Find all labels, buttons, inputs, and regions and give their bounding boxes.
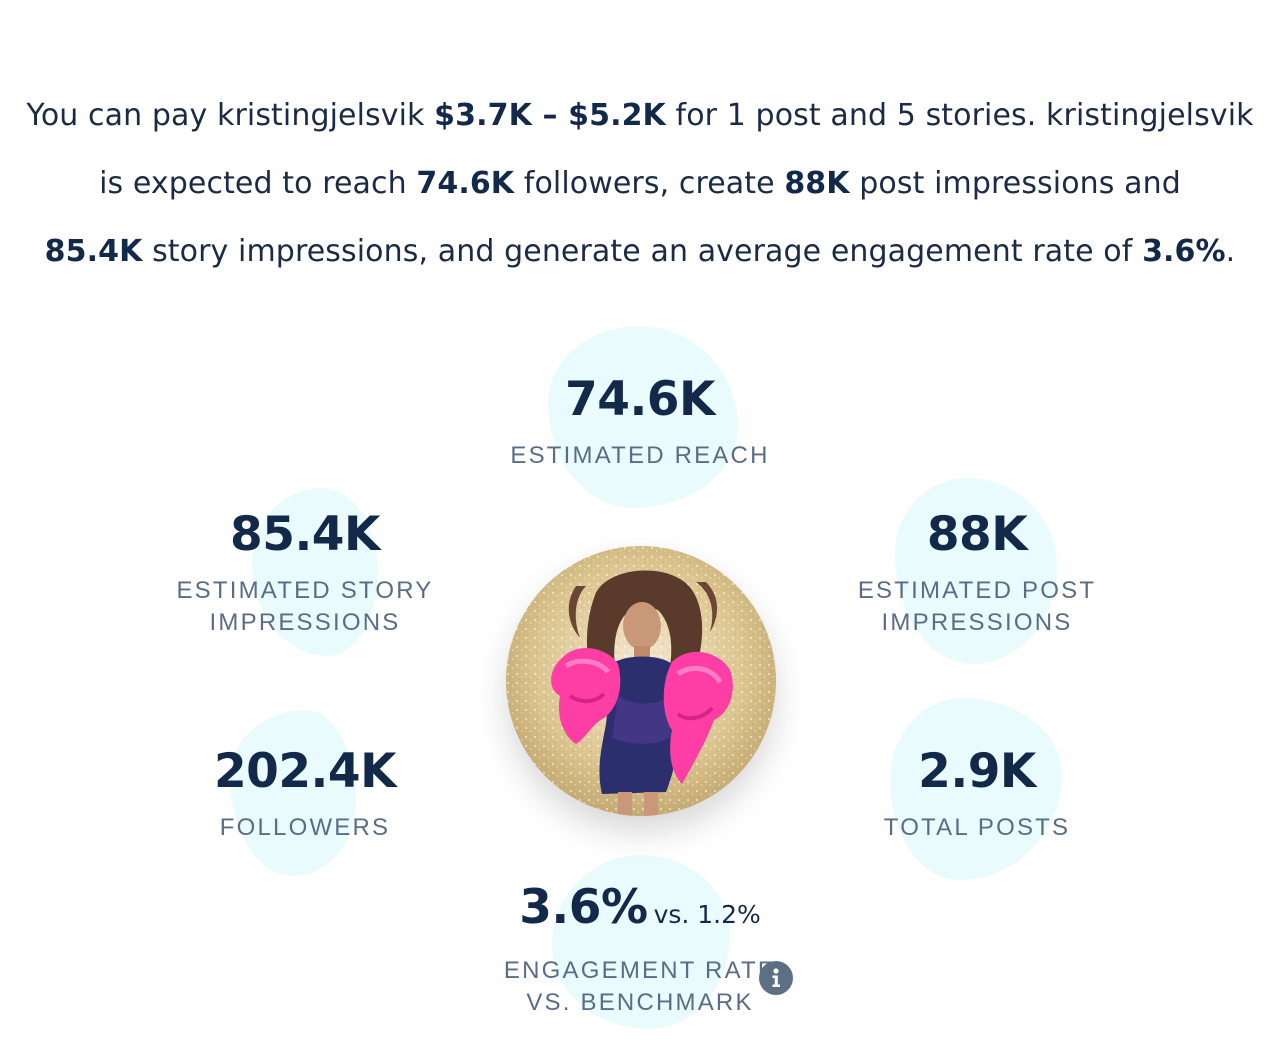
estimate-summary: You can pay kristingjelsvik $3.7K – $5.2… [10, 82, 1270, 286]
post-impressions-highlight: 88K [784, 166, 850, 201]
price-range: $3.7K – $5.2K [434, 98, 666, 133]
post-impressions-label: ESTIMATED POST IMPRESSIONS [827, 575, 1127, 639]
reach-value: 74.6K [565, 372, 715, 427]
reach-blob [548, 326, 738, 508]
summary-text: story impressions, and generate an avera… [142, 234, 1143, 269]
stat-total-posts: 2.9K TOTAL POSTS [827, 744, 1127, 844]
story-blob [252, 488, 378, 656]
label-line: ESTIMATED POST [857, 577, 1097, 604]
summary-text: for 1 post and 5 stories. kristingjelsvi… [665, 98, 1254, 133]
stat-story-impressions: 85.4K ESTIMATED STORY IMPRESSIONS [155, 507, 455, 639]
followers-value: 202.4K [213, 744, 397, 799]
summary-text: You can pay kristingjelsvik [26, 98, 435, 133]
influencer-avatar [506, 546, 776, 816]
label-line: IMPRESSIONS [209, 609, 401, 636]
summary-text: post impressions and [849, 166, 1181, 201]
summary-line-3: 85.4K story impressions, and generate an… [10, 218, 1270, 286]
benchmark-comparison: vs. 1.2% [653, 900, 761, 929]
story-impressions-label: ESTIMATED STORY IMPRESSIONS [155, 575, 455, 639]
total-posts-value: 2.9K [918, 744, 1036, 799]
story-impressions-value: 85.4K [230, 507, 380, 562]
followers-label: FOLLOWERS [219, 814, 391, 841]
engagement-rate-highlight: 3.6% [1142, 234, 1226, 269]
reach-highlight: 74.6K [416, 166, 515, 201]
total-posts-label: TOTAL POSTS [883, 814, 1071, 841]
reach-label: ESTIMATED REACH [510, 442, 770, 469]
stat-post-impressions: 88K ESTIMATED POST IMPRESSIONS [827, 507, 1127, 639]
summary-text: followers, create [514, 166, 785, 201]
summary-text: is expected to reach [99, 166, 417, 201]
engagement-value-row: 3.6% vs. 1.2% [440, 880, 840, 943]
stat-estimated-reach: 74.6K ESTIMATED REACH [440, 372, 840, 472]
post-blob [895, 478, 1057, 664]
stat-engagement-rate: 3.6% vs. 1.2% ENGAGEMENT RATE VS. BENCHMA… [440, 880, 840, 1019]
post-impressions-value: 88K [926, 507, 1028, 562]
info-icon[interactable] [759, 961, 793, 995]
stat-followers: 202.4K FOLLOWERS [155, 744, 455, 844]
label-line: VS. BENCHMARK [526, 989, 754, 1016]
summary-line-2: is expected to reach 74.6K followers, cr… [10, 150, 1270, 218]
info-icon-glyph [772, 968, 780, 987]
summary-text: . [1225, 234, 1236, 269]
label-line: ESTIMATED STORY [176, 577, 434, 604]
avatar-illustration [506, 546, 776, 816]
engagement-label: ENGAGEMENT RATE VS. BENCHMARK [440, 955, 840, 1019]
summary-line-1: You can pay kristingjelsvik $3.7K – $5.2… [10, 82, 1270, 150]
engagement-blob [552, 855, 730, 1029]
engagement-value: 3.6% [519, 880, 648, 935]
followers-blob [230, 710, 356, 876]
label-line: ENGAGEMENT RATE [503, 957, 777, 984]
story-impressions-highlight: 85.4K [44, 234, 143, 269]
label-line: IMPRESSIONS [881, 609, 1073, 636]
